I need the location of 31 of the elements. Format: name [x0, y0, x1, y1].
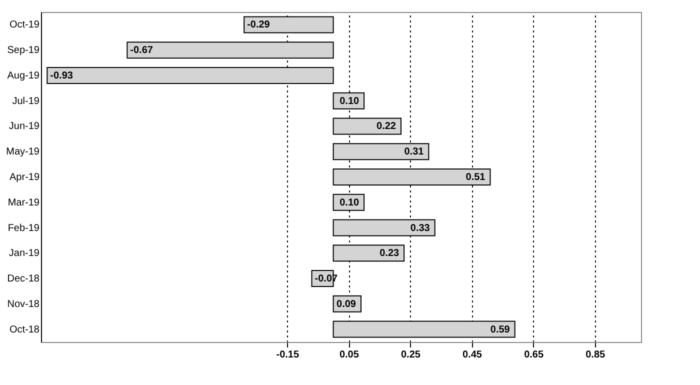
x-tick-label: -0.15: [276, 350, 300, 360]
data-label: 0.59: [490, 324, 510, 336]
x-tick-label: 0.05: [339, 350, 360, 360]
x-tick-label: 0.25: [400, 350, 421, 360]
data-label: 0.23: [380, 248, 400, 260]
y-tick-label: Jul-19: [12, 96, 40, 107]
y-tick-label: May-19: [6, 146, 40, 158]
data-label: -0.29: [247, 20, 270, 31]
data-label: 0.33: [410, 222, 430, 234]
y-tick-label: Oct-19: [9, 20, 40, 31]
y-tick-label: Oct-18: [9, 324, 40, 336]
data-label: 0.31: [404, 146, 424, 158]
y-tick-label: Mar-19: [8, 197, 40, 208]
x-tick-label: 0.45: [462, 350, 482, 360]
y-tick-label: Dec-18: [7, 274, 40, 285]
y-tick-label: Jun-19: [8, 121, 40, 132]
x-tick-label: 0.65: [524, 350, 544, 360]
data-label: -0.93: [50, 70, 74, 82]
data-label: 0.22: [376, 121, 396, 132]
y-tick-label: Feb-19: [8, 222, 40, 234]
data-label: 0.10: [340, 197, 360, 208]
y-tick-label: Apr-19: [9, 172, 40, 183]
y-tick-label: Sep-19: [7, 45, 40, 56]
data-label: 0.10: [340, 96, 360, 107]
y-tick-label: Jan-19: [8, 248, 40, 260]
x-tick-label: 0.85: [586, 350, 606, 360]
data-label: -0.67: [130, 45, 154, 56]
data-label: 0.51: [466, 172, 486, 183]
y-tick-label: Aug-19: [7, 70, 40, 82]
data-label: 0.09: [336, 298, 356, 310]
y-tick-label: Nov-18: [7, 298, 40, 310]
